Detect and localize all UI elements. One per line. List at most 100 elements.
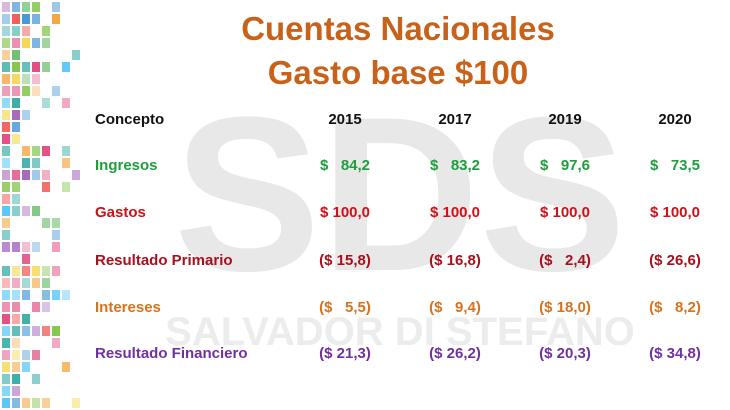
cell: ($ 26,6) xyxy=(649,252,701,269)
tile xyxy=(32,242,40,252)
tile xyxy=(22,14,30,24)
tile xyxy=(2,302,10,312)
row-label: Resultado Primario xyxy=(95,252,233,269)
cell: $ 73,5 xyxy=(650,157,700,174)
tile xyxy=(32,374,40,384)
tile xyxy=(22,158,30,168)
tile xyxy=(2,218,10,228)
tile xyxy=(52,86,60,96)
row-label: Ingresos xyxy=(95,157,158,174)
tile xyxy=(2,266,10,276)
column-header: 2019 xyxy=(548,111,581,128)
tile xyxy=(72,170,80,180)
tile xyxy=(62,98,70,108)
tile xyxy=(52,326,60,336)
tile xyxy=(2,374,10,384)
tile xyxy=(32,38,40,48)
tile xyxy=(22,146,30,156)
tile xyxy=(12,314,20,324)
tile xyxy=(2,62,10,72)
cell: $ 83,2 xyxy=(430,157,480,174)
tile xyxy=(12,398,20,408)
cell: ($ 15,8) xyxy=(319,252,371,269)
tile xyxy=(32,170,40,180)
tile xyxy=(2,134,10,144)
tile xyxy=(2,206,10,216)
cell: $ 100,0 xyxy=(320,204,370,221)
tile xyxy=(52,266,60,276)
tile xyxy=(22,86,30,96)
tile xyxy=(2,110,10,120)
tile xyxy=(12,386,20,396)
tile xyxy=(2,386,10,396)
tile xyxy=(22,278,30,288)
tile xyxy=(22,206,30,216)
tile xyxy=(12,278,20,288)
tile xyxy=(2,50,10,60)
cell: $ 100,0 xyxy=(650,204,700,221)
tile xyxy=(12,302,20,312)
tile xyxy=(2,230,10,240)
tile xyxy=(32,158,40,168)
tile xyxy=(2,38,10,48)
tile xyxy=(12,74,20,84)
tile xyxy=(22,326,30,336)
tile xyxy=(12,122,20,132)
watermark-logo: SDS xyxy=(174,71,626,317)
tile xyxy=(22,74,30,84)
tile xyxy=(12,14,20,24)
cell: ($ 20,3) xyxy=(539,345,591,362)
column-header: 2020 xyxy=(658,111,691,128)
tile xyxy=(12,50,20,60)
tile xyxy=(2,122,10,132)
tile xyxy=(52,242,60,252)
tile xyxy=(52,338,60,348)
tile xyxy=(12,326,20,336)
tile xyxy=(2,194,10,204)
tile xyxy=(32,266,40,276)
row-label: Resultado Financiero xyxy=(95,345,248,362)
cell: $ 84,2 xyxy=(320,157,370,174)
tile xyxy=(2,86,10,96)
cell: $ 97,6 xyxy=(540,157,590,174)
cell: ($ 34,8) xyxy=(649,345,701,362)
cell: ($ 16,8) xyxy=(429,252,481,269)
tile xyxy=(72,50,80,60)
row-label: Intereses xyxy=(95,299,161,316)
tile xyxy=(22,398,30,408)
tile xyxy=(32,398,40,408)
row-header-label: Concepto xyxy=(95,111,164,128)
cell: ($ 21,3) xyxy=(319,345,371,362)
tile xyxy=(62,62,70,72)
tile xyxy=(2,314,10,324)
tile xyxy=(2,158,10,168)
tile xyxy=(22,2,30,12)
tile xyxy=(2,2,10,12)
row-label: Gastos xyxy=(95,204,146,221)
tile xyxy=(12,290,20,300)
tile xyxy=(2,242,10,252)
tile xyxy=(42,218,50,228)
tile xyxy=(2,14,10,24)
tile xyxy=(12,86,20,96)
tile xyxy=(32,350,40,360)
tile xyxy=(12,206,20,216)
tile xyxy=(2,338,10,348)
tile xyxy=(2,146,10,156)
tile xyxy=(12,2,20,12)
tile xyxy=(12,26,20,36)
tile xyxy=(42,38,50,48)
tile xyxy=(52,290,60,300)
tile xyxy=(12,38,20,48)
tile xyxy=(12,194,20,204)
tile xyxy=(12,266,20,276)
tile xyxy=(62,362,70,372)
tile xyxy=(42,98,50,108)
tile xyxy=(52,230,60,240)
tile xyxy=(22,38,30,48)
tile xyxy=(42,62,50,72)
mosaic xyxy=(2,2,80,408)
tile xyxy=(42,266,50,276)
tile xyxy=(32,2,40,12)
